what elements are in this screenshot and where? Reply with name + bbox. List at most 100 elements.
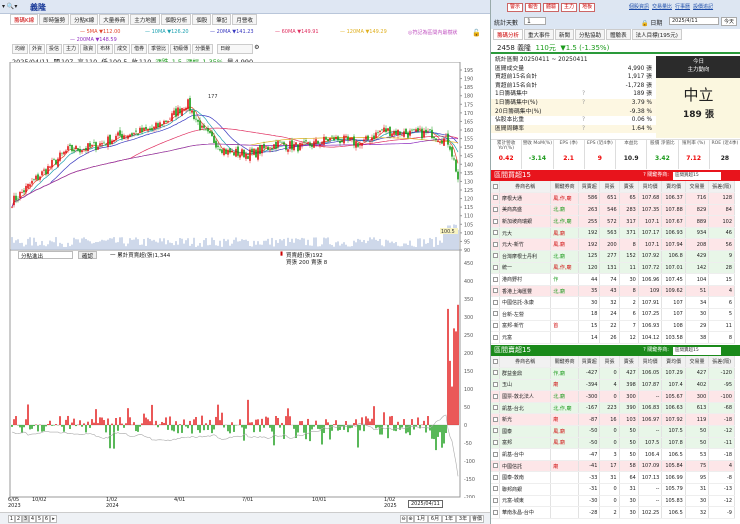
- toolbar-button[interactable]: 主力: [63, 44, 80, 54]
- broker-name[interactable]: 美商高盛: [499, 204, 552, 217]
- broker-name[interactable]: 香港上海匯豐: [499, 285, 552, 298]
- tab-2[interactable]: 分點K線: [70, 14, 99, 25]
- table-row[interactable]: 玉山廟 -394 4 398 107.87 107.4 402 -95: [491, 379, 735, 392]
- row-checkbox[interactable]: [493, 497, 498, 503]
- row-checkbox[interactable]: [493, 288, 498, 294]
- row-checkbox[interactable]: [493, 370, 498, 376]
- broker-name[interactable]: 中國信託-永康: [499, 296, 552, 310]
- row-checkbox[interactable]: [493, 322, 498, 328]
- select-all-checkbox[interactable]: [493, 183, 498, 189]
- broker-select[interactable]: 分點進出: [18, 251, 73, 260]
- row-checkbox[interactable]: [493, 334, 498, 340]
- toolbar-button[interactable]: 分價量: [192, 44, 214, 54]
- toolbar-button[interactable]: 融資: [80, 44, 97, 54]
- table-row[interactable]: 群益金鼎 作,廟 -427 0 427 106.05 107.29 427 -120: [491, 367, 735, 380]
- today-button[interactable]: 今天: [721, 17, 738, 26]
- row-checkbox[interactable]: [493, 486, 498, 492]
- zoom-in-icon[interactable]: ⊕: [407, 515, 414, 523]
- table-row[interactable]: 台新-左營 18 24 6 107.25 107 30 5: [491, 308, 735, 321]
- table-row[interactable]: 富邦-新竹首 15 22 7 106.93 108 29 11: [491, 320, 735, 333]
- broker-name[interactable]: 新加坡商瑞銀: [499, 215, 552, 228]
- table-row[interactable]: 美商高盛 北,廟 263 546 283 107.35 107.88 829 84: [491, 204, 735, 217]
- broker-name[interactable]: 元大: [499, 227, 552, 240]
- row-checkbox[interactable]: [493, 276, 498, 282]
- row-checkbox[interactable]: [493, 218, 498, 224]
- table-row[interactable]: 元富-城東 -30 0 30 -- 105.83 30 -12: [491, 495, 735, 508]
- page-button[interactable]: 5: [36, 515, 43, 523]
- top-button[interactable]: 體驗: [543, 3, 560, 12]
- broker-name[interactable]: 新光: [499, 413, 552, 427]
- page-button[interactable]: 3: [22, 515, 29, 523]
- broker-name[interactable]: 台灣摩根士丹利: [499, 250, 552, 263]
- tab-0[interactable]: 籌碼K線: [10, 14, 39, 25]
- help-icon[interactable]: ?: [582, 99, 586, 106]
- table-row[interactable]: 統一 風,作,廟 120 131 11 107.72 107.01 142 28: [491, 262, 735, 275]
- toolbar-button[interactable]: 成交: [114, 44, 131, 54]
- table-row[interactable]: 元大-新竹 風,廟 192 200 8 107.1 107.94 208 56: [491, 238, 735, 252]
- lock-icon[interactable]: 🔓: [472, 29, 481, 37]
- search-icon[interactable]: ▾ 🔍▾: [2, 3, 18, 10]
- table-row[interactable]: 國泰 風,廟 -50 0 50 -- 107.5 50 -12: [491, 425, 735, 438]
- table-row[interactable]: 香港上海匯豐 北,廟 35 43 8 109 109.62 51 4: [491, 285, 735, 298]
- top-link[interactable]: 行事曆: [675, 4, 691, 10]
- toolbar-button[interactable]: 投信: [46, 44, 63, 54]
- broker-name[interactable]: 摩根大通: [499, 192, 552, 205]
- page-button[interactable]: 1: [8, 515, 15, 523]
- row-checkbox[interactable]: [493, 253, 498, 259]
- toolbar-button[interactable]: 借券: [131, 44, 148, 54]
- top-button[interactable]: 主力: [561, 3, 578, 12]
- row-checkbox[interactable]: [493, 299, 498, 305]
- table-row[interactable]: 富邦 風,廟 -50 0 50 107.5 107.8 50 -11: [491, 437, 735, 450]
- page-button[interactable]: 2: [15, 515, 22, 523]
- broker-name[interactable]: 玉山: [499, 379, 552, 392]
- top-link[interactable]: 交易量比: [652, 4, 673, 10]
- page-button[interactable]: 6: [43, 515, 50, 523]
- range-button[interactable]: 1月: [414, 515, 428, 523]
- table-row[interactable]: 凱基-台中 -47 3 50 106.4 106.5 53 -18: [491, 448, 735, 461]
- tab-8[interactable]: 月營收: [232, 14, 257, 25]
- table-row[interactable]: 新加坡商瑞銀 北,作,廟 255 572 317 107.1 107.67 889 102: [491, 215, 735, 228]
- row-checkbox[interactable]: [493, 439, 498, 445]
- top-link[interactable]: 個股資訊: [629, 4, 650, 10]
- row-checkbox[interactable]: [493, 463, 498, 469]
- row-checkbox[interactable]: [493, 381, 498, 387]
- table-row[interactable]: 港商野村作 44 74 30 106.96 107.45 104 15: [491, 273, 735, 286]
- row-checkbox[interactable]: [493, 474, 498, 480]
- toolbar-button[interactable]: 均線: [12, 44, 29, 54]
- row-checkbox[interactable]: [493, 509, 498, 515]
- table-row[interactable]: 摩根大通 風,作,廟 586 651 65 107.68 106.37 716 128: [491, 192, 735, 205]
- broker-name[interactable]: 華南永昌-台中: [499, 506, 552, 519]
- range-button[interactable]: 6月: [428, 515, 442, 523]
- tab-5[interactable]: 個股分析: [161, 14, 192, 25]
- table-row[interactable]: 國泰-敦南 -33 31 64 107.13 106.99 95 -8: [491, 471, 735, 485]
- row-checkbox[interactable]: [493, 451, 498, 457]
- broker-name[interactable]: 元大-新竹: [499, 238, 552, 252]
- right-tab[interactable]: 法人目標(195元): [631, 29, 682, 40]
- broker-name[interactable]: 國票-敦北法人: [499, 390, 552, 403]
- broker-name[interactable]: 群益金鼎: [499, 367, 552, 380]
- broker-name[interactable]: 元富-城東: [499, 495, 552, 508]
- key-broker-select[interactable]: 區間買超15: [673, 171, 721, 180]
- tab-3[interactable]: 大量券商: [99, 14, 130, 25]
- settings-icon[interactable]: ⚙: [254, 44, 260, 51]
- key-broker-select[interactable]: 區間賣超15: [673, 346, 721, 355]
- last-button[interactable]: 會價: [470, 515, 484, 523]
- row-checkbox[interactable]: [493, 206, 498, 212]
- page-button[interactable]: ▸: [50, 515, 57, 523]
- help-icon[interactable]: ?: [582, 117, 586, 124]
- broker-name[interactable]: 統一: [499, 262, 552, 275]
- broker-name[interactable]: 凱基-台中: [499, 448, 552, 461]
- right-tab[interactable]: 分點協助: [575, 29, 606, 40]
- table-row[interactable]: 聯邦商銀 -31 0 31 -- 105.79 31 -13: [491, 483, 735, 496]
- top-button[interactable]: 地板: [579, 3, 596, 12]
- days-select[interactable]: 1: [524, 17, 546, 25]
- period-select[interactable]: 日線: [217, 44, 254, 54]
- broker-name[interactable]: 富邦: [499, 437, 552, 450]
- tab-6[interactable]: 個股: [192, 14, 212, 25]
- date-input[interactable]: 2025/4/11: [669, 17, 719, 25]
- row-checkbox[interactable]: [493, 264, 498, 270]
- table-row[interactable]: 國票-敦北法人 北,廟 -300 0 300 -- 105.67 300 -100: [491, 390, 735, 403]
- broker-name[interactable]: 國泰: [499, 425, 552, 438]
- row-checkbox[interactable]: [493, 405, 498, 411]
- row-checkbox[interactable]: [493, 393, 498, 399]
